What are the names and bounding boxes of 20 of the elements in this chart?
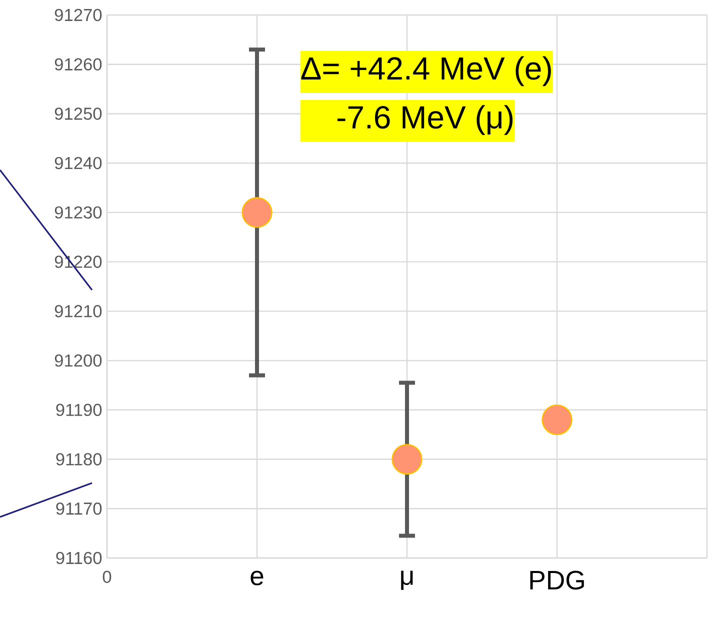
- x-tick-label: e: [250, 570, 264, 586]
- y-tick-label: 91200: [54, 354, 102, 367]
- y-tick-label: 91190: [56, 404, 102, 416]
- x-tick-label: PDG: [530, 570, 584, 590]
- y-tick-label: 91180: [56, 453, 102, 466]
- y-tick-label: 91270: [54, 8, 102, 22]
- y-tick-label: 91160: [56, 552, 102, 564]
- annotation: -7.6 MeV (μ): [337, 105, 513, 135]
- y-tick-label: 91210: [54, 305, 102, 318]
- y-tick-label: 91240: [54, 156, 102, 170]
- y-tick-label: 91230: [54, 206, 102, 219]
- x-tick-label: 0: [102, 570, 112, 583]
- point: [392, 444, 422, 475]
- point: [242, 197, 272, 228]
- point: [542, 404, 572, 436]
- y-tick-label: 91250: [54, 108, 102, 120]
- x-tick-label: μ: [401, 570, 413, 590]
- y-tick-label: 91260: [54, 58, 102, 70]
- y-tick-label: 91170: [56, 502, 102, 515]
- annotation: Δ= +42.4 MeV (e): [301, 56, 551, 86]
